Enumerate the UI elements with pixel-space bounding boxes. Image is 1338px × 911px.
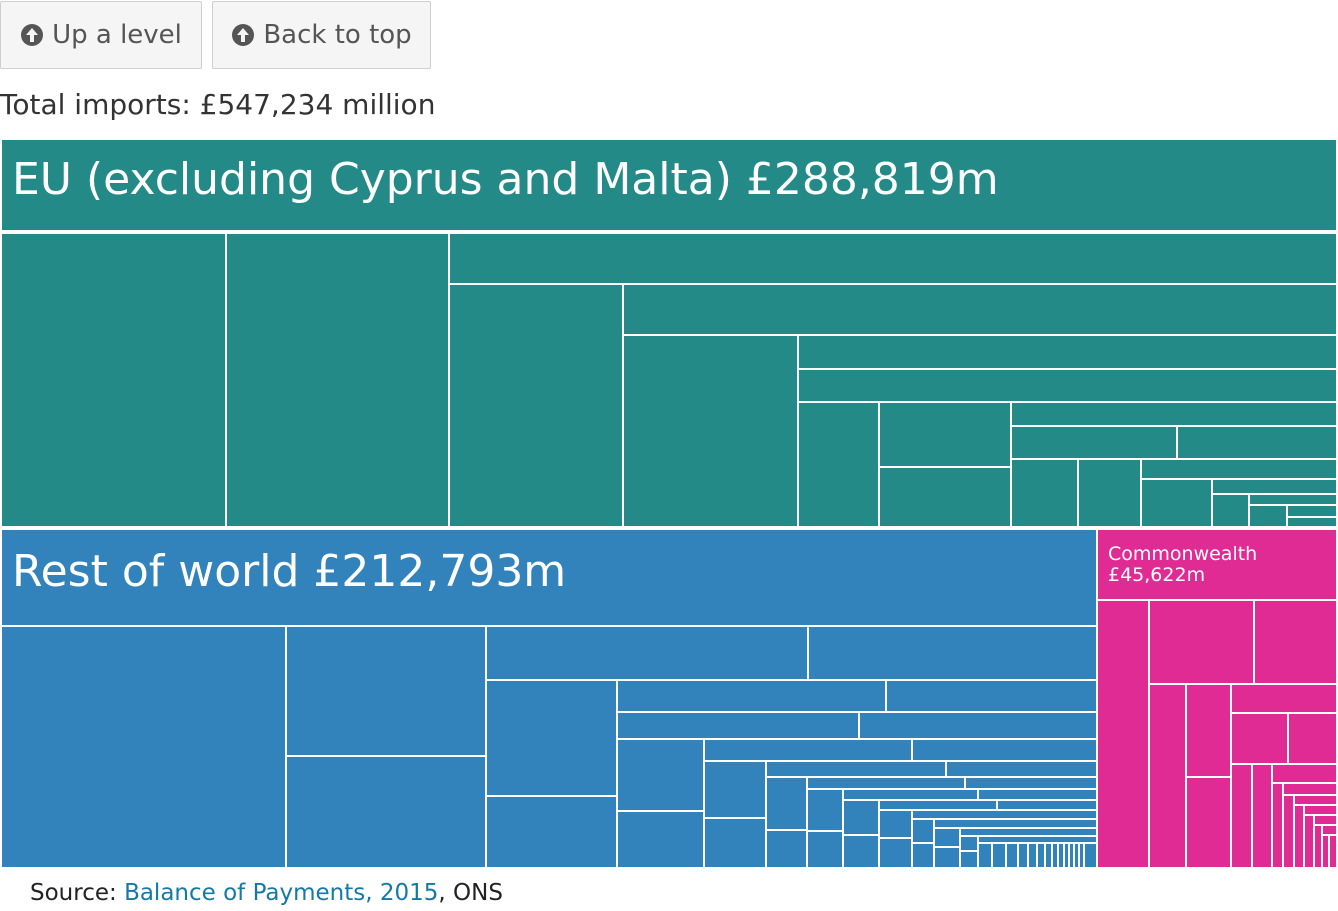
eu-country-cell[interactable] <box>1140 458 1338 480</box>
row-country-cell[interactable] <box>616 738 705 812</box>
total-imports-text: Total imports: £547,234 million <box>0 88 435 121</box>
rest-of-world-group-header[interactable]: Rest of world £212,793m <box>0 528 1098 627</box>
commonwealth-country-cell[interactable] <box>1251 763 1273 869</box>
row-country-cell[interactable] <box>485 795 618 869</box>
commonwealth-country-cell[interactable] <box>1253 599 1338 685</box>
row-country-cell[interactable] <box>806 830 844 869</box>
source-suffix: , ONS <box>438 880 503 906</box>
row-country-cell[interactable] <box>806 788 844 832</box>
eu-country-cell[interactable] <box>1077 458 1142 528</box>
row-country-cell[interactable] <box>807 625 1098 681</box>
arrow-up-circle-icon <box>20 23 44 47</box>
row-country-cell[interactable] <box>765 776 808 831</box>
eu-country-cell[interactable] <box>225 232 450 528</box>
commonwealth-country-cell[interactable] <box>1230 683 1338 714</box>
row-country-cell[interactable] <box>285 625 487 757</box>
up-a-level-label: Up a level <box>52 20 182 50</box>
eu-country-cell[interactable] <box>448 283 624 528</box>
row-country-cell[interactable] <box>878 837 913 869</box>
commonwealth-country-cell[interactable] <box>1148 683 1187 869</box>
up-a-level-button[interactable]: Up a level <box>0 1 202 69</box>
commonwealth-group-header[interactable]: Commonwealth £45,622m <box>1096 528 1338 601</box>
commonwealth-country-cell[interactable] <box>1230 763 1253 869</box>
eu-country-cell[interactable] <box>1248 504 1288 528</box>
eu-country-cell[interactable] <box>1176 425 1338 460</box>
eu-country-cell[interactable] <box>797 401 880 528</box>
imports-treemap: EU (excluding Cyprus and Malta) £288,819… <box>0 138 1338 869</box>
eu-country-cell[interactable] <box>1286 516 1338 528</box>
commonwealth-country-cell[interactable] <box>1230 712 1289 765</box>
eu-country-cell[interactable] <box>448 232 1338 285</box>
commonwealth-country-cell[interactable] <box>1328 834 1338 869</box>
back-to-top-button[interactable]: Back to top <box>212 1 431 69</box>
row-country-cell[interactable] <box>911 818 935 844</box>
eu-country-cell[interactable] <box>797 368 1338 403</box>
commonwealth-country-cell[interactable] <box>1148 599 1255 685</box>
source-prefix: Source: <box>30 880 124 906</box>
commonwealth-country-cell[interactable] <box>1096 599 1150 869</box>
row-country-cell[interactable] <box>485 679 618 797</box>
row-country-cell[interactable] <box>0 625 287 869</box>
eu-country-cell[interactable] <box>0 232 227 528</box>
commonwealth-group-name: Commonwealth <box>1108 544 1257 565</box>
commonwealth-group-value: £45,622m <box>1108 565 1205 586</box>
row-country-cell[interactable] <box>842 834 880 869</box>
row-country-cell[interactable] <box>703 817 767 869</box>
arrow-up-circle-icon <box>231 23 255 47</box>
row-country-cell[interactable] <box>616 810 705 869</box>
eu-group-title: EU (excluding Cyprus and Malta) £288,819… <box>12 154 999 205</box>
row-country-cell[interactable] <box>911 842 935 869</box>
row-country-cell[interactable] <box>933 846 961 869</box>
row-country-cell[interactable] <box>842 799 880 836</box>
commonwealth-country-cell[interactable] <box>1287 712 1338 765</box>
eu-country-cell[interactable] <box>622 283 1338 336</box>
row-country-cell[interactable] <box>485 625 809 681</box>
row-country-cell[interactable] <box>703 738 913 762</box>
row-country-cell[interactable] <box>858 711 1098 740</box>
back-to-top-label: Back to top <box>263 20 411 50</box>
commonwealth-country-cell[interactable] <box>1185 776 1232 869</box>
source-note: Source: Balance of Payments, 2015, ONS <box>30 880 503 906</box>
eu-group-header[interactable]: EU (excluding Cyprus and Malta) £288,819… <box>0 138 1338 232</box>
row-country-cell[interactable] <box>703 760 767 819</box>
row-country-cell[interactable] <box>885 679 1098 713</box>
row-country-cell[interactable] <box>878 809 913 839</box>
eu-country-cell[interactable] <box>878 401 1012 468</box>
row-country-cell[interactable] <box>959 850 979 869</box>
eu-country-cell[interactable] <box>622 334 799 528</box>
rest-of-world-group-title: Rest of world £212,793m <box>12 546 566 597</box>
row-country-cell[interactable] <box>285 755 487 869</box>
row-country-cell[interactable] <box>616 711 860 740</box>
row-country-cell[interactable] <box>933 827 961 848</box>
eu-country-cell[interactable] <box>1010 425 1178 460</box>
row-country-cell[interactable] <box>765 829 808 869</box>
eu-country-cell[interactable] <box>1010 401 1338 427</box>
row-country-cell[interactable] <box>616 679 887 713</box>
row-country-cell[interactable] <box>911 738 1098 762</box>
eu-country-cell[interactable] <box>1010 458 1079 528</box>
commonwealth-country-cell[interactable] <box>1185 683 1232 778</box>
eu-country-cell[interactable] <box>1140 478 1213 528</box>
eu-country-cell[interactable] <box>797 334 1338 370</box>
balance-of-payments-link[interactable]: Balance of Payments, 2015 <box>124 880 438 906</box>
eu-country-cell[interactable] <box>1211 493 1250 528</box>
commonwealth-country-cell[interactable] <box>1271 763 1338 784</box>
eu-country-cell[interactable] <box>878 466 1012 528</box>
